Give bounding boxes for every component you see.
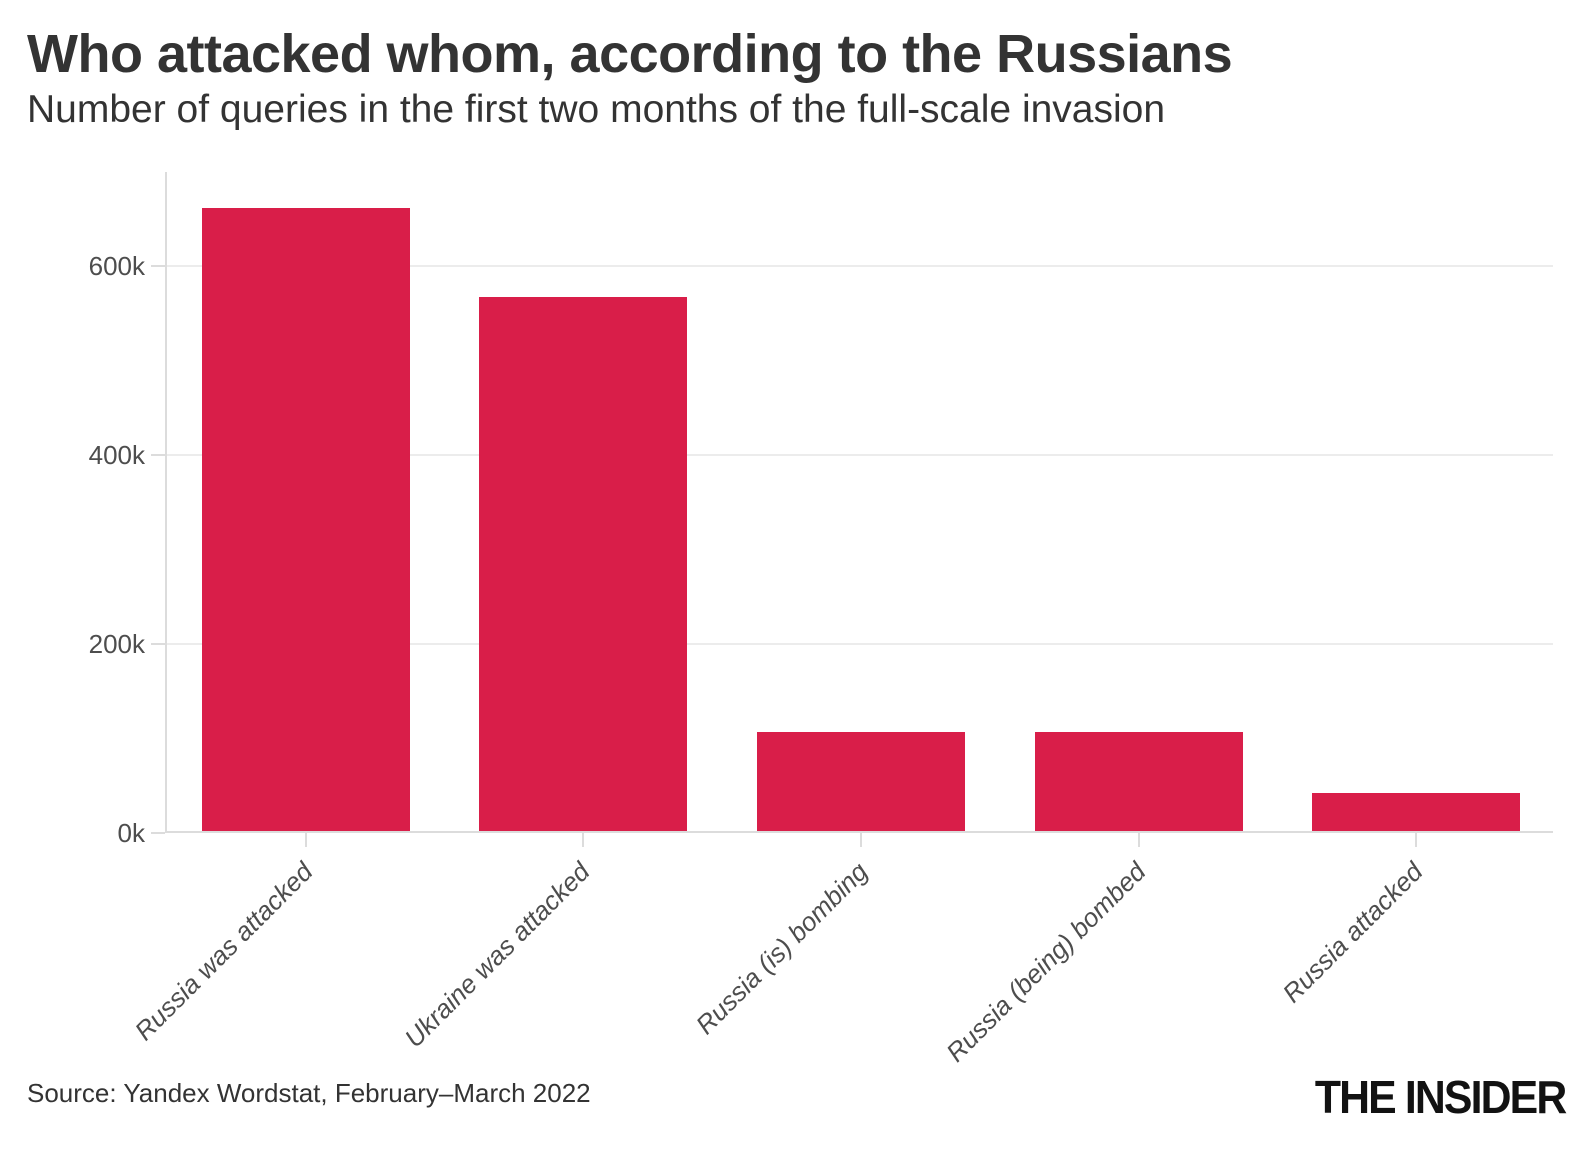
x-tick-label-russia-is-bombing: Russia (is) bombing <box>689 856 874 1040</box>
x-axis-tick-russia-was-attacked <box>304 833 307 847</box>
x-tick-label-russia-was-attacked: Russia was attacked <box>128 856 319 1047</box>
chart-subtitle: Number of queries in the first two month… <box>27 88 1166 132</box>
x-axis-tick-russia-is-bombing <box>860 833 862 847</box>
bar-russia-being-bombed <box>1034 731 1243 831</box>
bar-russia-attacked <box>1312 793 1521 831</box>
bar-russia-is-bombing <box>756 731 966 831</box>
y-tick-label-200k: 200k <box>88 629 145 660</box>
gridline-200k <box>167 643 1553 646</box>
x-axis-tick-russia-attacked <box>1415 833 1418 847</box>
bar-russia-was-attacked <box>201 207 410 831</box>
x-axis-tick-russia-being-bombed <box>1137 833 1140 847</box>
y-tick-label-0k: 0k <box>117 818 145 848</box>
x-tick-label-russia-attacked: Russia attacked <box>1276 856 1429 1009</box>
y-tick-label-600k: 600k <box>88 251 145 282</box>
y-axis-tick-200k <box>151 643 165 646</box>
gridline-600k <box>167 265 1553 268</box>
source-note: Source: Yandex Wordstat, February–March … <box>27 1078 591 1108</box>
chart-page: { "header": { "title": "Who attacked who… <box>27 24 1572 1123</box>
chart-title: Who attacked whom, according to the Russ… <box>27 24 1233 84</box>
x-axis-tick-ukraine-was-attacked <box>582 833 585 847</box>
bar-ukraine-was-attacked <box>479 297 688 831</box>
y-axis-tick-400k <box>151 454 165 457</box>
gridline-400k <box>167 454 1553 457</box>
x-tick-label-ukraine-was-attacked: Ukraine was attacked <box>398 856 596 1054</box>
chart-header: Who attacked whom, according to the Russ… <box>27 24 1572 133</box>
the-insider-logo: THE INSIDER <box>1314 1071 1566 1123</box>
y-axis-tick-600k <box>151 265 165 268</box>
y-axis-tick-0k <box>151 832 165 834</box>
bar-chart-plot-area: 0k 200k 400k 600k Russia was attacked Ukraine… <box>89 172 1553 1068</box>
y-tick-label-400k: 400k <box>88 440 145 471</box>
x-tick-label-russia-being-bombed: Russia (being) bombed <box>939 856 1152 1068</box>
